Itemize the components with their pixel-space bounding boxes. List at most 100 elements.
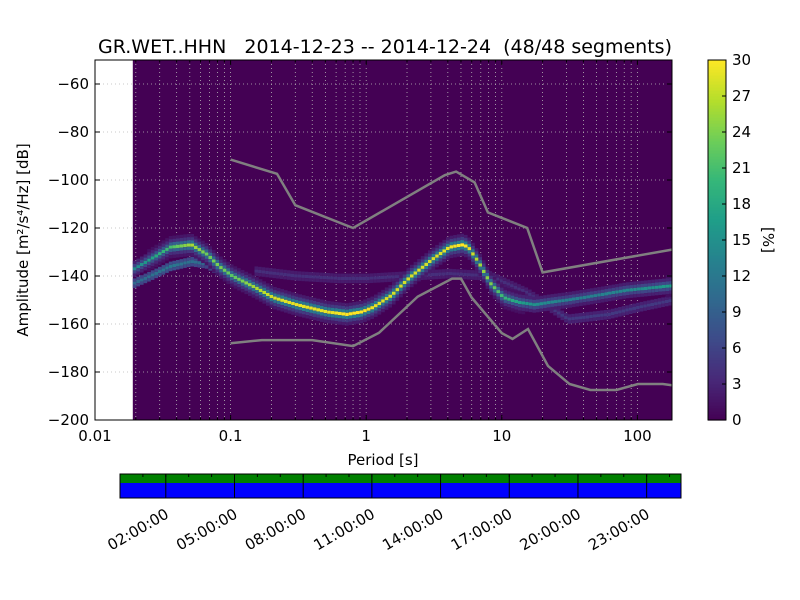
main-mode-cell bbox=[658, 288, 662, 292]
main-mode-cell bbox=[467, 253, 472, 257]
main-mode-cell bbox=[226, 264, 230, 269]
main-mode-cell bbox=[229, 277, 234, 281]
main-mode-cell bbox=[377, 304, 382, 309]
main-mode-cell bbox=[219, 269, 223, 273]
main-mode-cell bbox=[359, 300, 364, 305]
main-mode-cell bbox=[193, 236, 198, 240]
faint-band-cell bbox=[614, 307, 619, 312]
secondary-mode-cell bbox=[179, 259, 184, 263]
colorbar-step bbox=[708, 102, 726, 106]
main-mode-cell bbox=[359, 316, 364, 321]
faint-band-cell bbox=[621, 312, 626, 316]
colorbar-step bbox=[708, 132, 726, 136]
faint-band-cell bbox=[589, 318, 593, 322]
main-mode-cell bbox=[233, 285, 238, 289]
main-mode-cell bbox=[294, 293, 299, 297]
main-mode-cell bbox=[327, 313, 331, 318]
main-mode-cell bbox=[197, 257, 202, 261]
main-mode-cell bbox=[154, 260, 158, 264]
main-mode-cell bbox=[503, 290, 508, 294]
main-mode-cell bbox=[471, 249, 475, 253]
main-mode-cell bbox=[496, 293, 500, 297]
main-mode-cell bbox=[442, 239, 446, 244]
main-mode-cell bbox=[427, 269, 432, 273]
colorbar-step bbox=[708, 414, 726, 418]
main-mode-cell bbox=[557, 296, 562, 300]
faint-band-cell bbox=[430, 272, 435, 277]
main-mode-cell bbox=[665, 281, 670, 285]
main-mode-cell bbox=[355, 317, 360, 321]
faint-band-cell bbox=[380, 275, 385, 280]
main-mode-cell bbox=[222, 259, 227, 263]
faint-band-cell bbox=[556, 311, 561, 315]
main-mode-cell bbox=[571, 297, 576, 301]
faint-band-cell bbox=[499, 276, 503, 280]
main-mode-cell bbox=[222, 262, 227, 266]
faint-band-cell bbox=[596, 317, 601, 321]
main-mode-cell bbox=[233, 269, 238, 273]
main-mode-cell bbox=[647, 289, 652, 293]
main-mode-cell bbox=[622, 289, 626, 293]
main-mode-cell bbox=[622, 282, 626, 286]
y-axis-label: Amplitude [m²/s⁴/Hz] [dB] bbox=[14, 143, 32, 336]
main-mode-cell bbox=[370, 315, 374, 319]
faint-band-cell bbox=[398, 271, 403, 275]
main-mode-cell bbox=[406, 287, 410, 291]
main-mode-cell bbox=[424, 269, 428, 273]
faint-band-cell bbox=[524, 293, 529, 298]
main-mode-cell bbox=[391, 301, 396, 305]
y-tick-label: −100 bbox=[48, 171, 89, 189]
main-mode-cell bbox=[510, 305, 515, 309]
faint-band-cell bbox=[646, 306, 651, 311]
main-mode-cell bbox=[175, 235, 180, 239]
main-mode-cell bbox=[507, 291, 511, 295]
secondary-mode-cell bbox=[179, 265, 184, 269]
faint-band-cell bbox=[585, 318, 590, 322]
main-mode-cell bbox=[413, 274, 418, 278]
main-mode-cell bbox=[622, 285, 626, 290]
colorbar-step bbox=[708, 144, 726, 148]
faint-band-cell bbox=[510, 280, 514, 285]
main-mode-cell bbox=[150, 259, 155, 263]
main-mode-cell bbox=[391, 288, 396, 292]
main-mode-cell bbox=[445, 246, 450, 251]
used-segments-bar bbox=[120, 474, 681, 483]
main-mode-cell bbox=[535, 309, 540, 313]
main-mode-cell bbox=[420, 256, 425, 260]
main-mode-cell bbox=[409, 271, 414, 275]
faint-band-cell bbox=[618, 310, 622, 314]
colorbar-step bbox=[708, 336, 726, 340]
main-mode-cell bbox=[460, 246, 464, 250]
main-mode-cell bbox=[348, 309, 353, 313]
main-mode-cell bbox=[636, 287, 641, 291]
secondary-mode-cell bbox=[172, 260, 176, 264]
main-mode-cell bbox=[373, 313, 378, 317]
main-mode-cell bbox=[402, 280, 407, 285]
main-mode-cell bbox=[489, 272, 493, 276]
main-mode-cell bbox=[417, 268, 421, 272]
colorbar-step bbox=[708, 294, 726, 298]
main-mode-cell bbox=[291, 298, 295, 302]
main-mode-cell bbox=[294, 306, 299, 310]
main-mode-cell bbox=[391, 294, 396, 299]
colorbar-step bbox=[708, 213, 726, 217]
main-mode-cell bbox=[262, 284, 266, 288]
main-mode-cell bbox=[132, 270, 137, 274]
colorbar-step bbox=[708, 318, 726, 322]
faint-band-cell bbox=[344, 280, 349, 284]
main-mode-cell bbox=[348, 312, 353, 316]
main-mode-cell bbox=[240, 273, 245, 277]
secondary-mode-cell bbox=[161, 265, 166, 269]
main-mode-cell bbox=[514, 309, 518, 313]
main-mode-cell bbox=[316, 311, 320, 315]
faint-band-cell bbox=[301, 271, 305, 275]
main-mode-cell bbox=[510, 295, 515, 299]
main-mode-cell bbox=[651, 289, 655, 293]
faint-band-cell bbox=[636, 309, 640, 313]
y-tick-label: −120 bbox=[48, 219, 89, 237]
faint-band-cell bbox=[394, 275, 399, 279]
secondary-mode-cell bbox=[165, 263, 169, 267]
main-mode-cell bbox=[222, 275, 227, 279]
main-mode-cell bbox=[449, 245, 454, 249]
